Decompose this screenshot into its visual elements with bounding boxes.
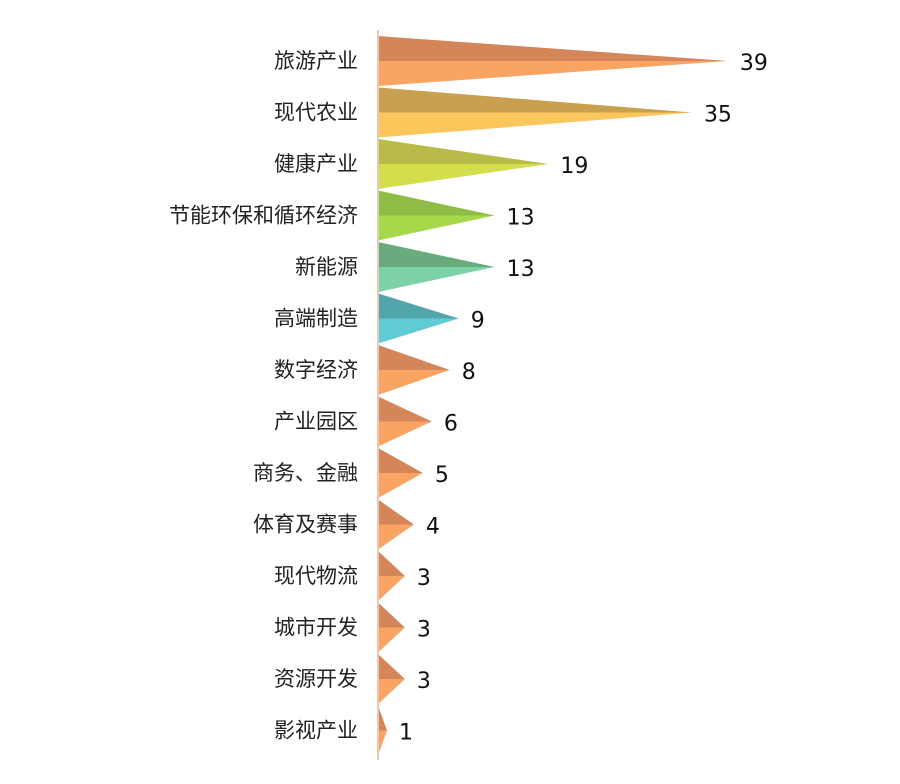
bar-top-half: [378, 654, 405, 679]
bar-top-half: [378, 87, 692, 113]
bar-bottom-half: [378, 627, 405, 653]
category-label: 新能源: [295, 255, 358, 279]
value-label: 1: [399, 721, 413, 746]
value-label: 35: [704, 103, 732, 128]
value-label: 13: [507, 257, 535, 282]
value-label: 6: [444, 412, 458, 437]
bar-top-half: [378, 190, 495, 216]
category-label: 资源开发: [274, 667, 358, 691]
category-label: 体育及赛事: [253, 513, 358, 537]
bar-bottom-half: [378, 576, 405, 601]
value-label: 5: [435, 463, 449, 488]
bar-bottom-half: [378, 730, 387, 756]
category-label: 产业园区: [274, 410, 358, 434]
bar-top-half: [378, 293, 459, 319]
category-label: 影视产业: [274, 719, 358, 743]
category-label: 健康产业: [274, 152, 358, 176]
value-label: 4: [426, 515, 440, 540]
value-label: 3: [417, 669, 431, 694]
category-label: 节能环保和循环经济: [169, 204, 358, 228]
category-label: 现代农业: [274, 101, 358, 125]
category-label: 数字经济: [274, 358, 358, 382]
bar-bottom-half: [378, 112, 692, 138]
bar-top-half: [378, 499, 414, 525]
bar-bottom-half: [378, 679, 405, 704]
category-label: 商务、金融: [253, 461, 358, 485]
value-label: 39: [740, 51, 768, 76]
bar-bottom-half: [378, 267, 495, 292]
value-label: 3: [417, 566, 431, 591]
bar-bottom-half: [378, 524, 414, 550]
bar-top-half: [378, 345, 450, 370]
bar-bottom-half: [378, 421, 432, 447]
bar-top-half: [378, 551, 405, 576]
category-label: 高端制造: [274, 307, 358, 331]
bar-top-half: [378, 602, 405, 628]
value-label: 3: [417, 618, 431, 643]
bar-top-half: [378, 448, 423, 473]
bar-bottom-half: [378, 318, 459, 344]
value-label: 9: [471, 309, 485, 334]
bar-top-half: [378, 242, 495, 267]
bar-top-half: [378, 396, 432, 422]
value-label: 8: [462, 360, 476, 385]
category-label: 现代物流: [274, 564, 358, 588]
bar-bottom-half: [378, 370, 450, 395]
bar-bottom-half: [378, 215, 495, 241]
category-label: 城市开发: [274, 616, 358, 640]
category-label: 旅游产业: [274, 49, 358, 73]
value-label: 13: [507, 206, 535, 231]
bar-top-half: [378, 36, 728, 61]
bar-top-half: [378, 705, 387, 731]
bar-top-half: [378, 139, 549, 164]
bar-bottom-half: [378, 473, 423, 498]
bar-bottom-half: [378, 61, 728, 86]
value-label: 19: [560, 154, 588, 179]
bar-bottom-half: [378, 164, 549, 189]
